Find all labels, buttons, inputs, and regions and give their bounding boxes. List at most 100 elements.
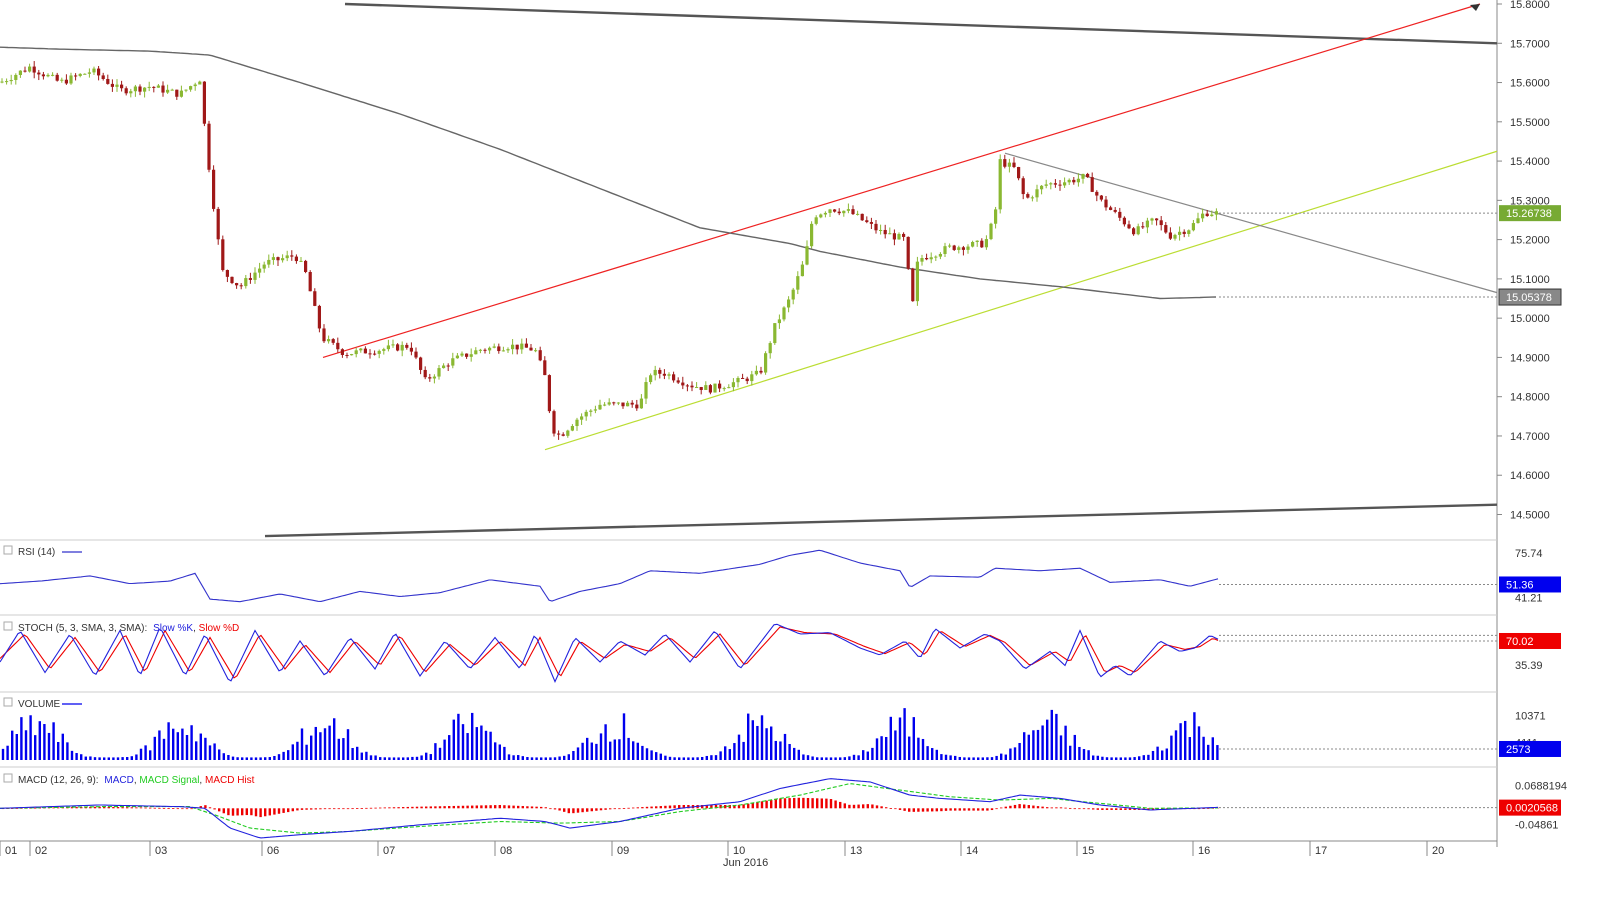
ma-value-badge (1498, 288, 1562, 306)
candle-body (1017, 167, 1021, 179)
volume-bar (300, 728, 304, 760)
macd-hist-bar (415, 806, 419, 809)
candle-body (419, 357, 423, 370)
volume-bar (484, 730, 488, 760)
macd-hist-bar (1046, 807, 1049, 809)
volume-bar (756, 725, 759, 760)
volume-bar (346, 729, 350, 760)
macd-hist-bar (300, 808, 304, 810)
candle-body (754, 370, 758, 375)
candle-body (566, 430, 570, 436)
macd-hist-bar (374, 807, 377, 809)
volume-bar (379, 757, 382, 760)
macd-hist-bar (576, 808, 580, 813)
candle-body (1182, 231, 1186, 234)
candle-body (989, 223, 993, 240)
volume-bar (213, 743, 216, 760)
macd-hist-bar (1092, 808, 1095, 810)
candle-body (1191, 223, 1195, 231)
volume-bar (604, 724, 607, 760)
candle-body (1136, 226, 1140, 235)
macd-hist-bar (986, 808, 989, 811)
volume-bar (917, 737, 920, 760)
candle-body (1090, 177, 1094, 192)
candle-body (681, 382, 685, 386)
candle-body (718, 383, 722, 389)
macd-hist-bar (742, 804, 745, 809)
volume-bar (843, 757, 846, 760)
macd-hist-bar (259, 808, 262, 818)
candle-body (262, 264, 266, 269)
candle-body (828, 209, 832, 213)
candle-body (212, 169, 216, 209)
stoch-d-line (0, 626, 1219, 679)
date-tick-label: 07 (383, 845, 395, 857)
volume-bar (705, 755, 708, 760)
candle-body (78, 73, 82, 76)
macd-legend-signal: MACD Signal (139, 775, 199, 786)
volume-bar (894, 730, 897, 760)
macd-hist-bar (705, 805, 708, 809)
candle-body (699, 387, 703, 390)
macd-hist-bar (664, 805, 667, 809)
macd-hist-bar (995, 808, 998, 810)
volume-bar (107, 757, 110, 760)
volume-bar (701, 756, 704, 760)
macd-hist-bar (1009, 805, 1012, 809)
volume-bar (1027, 734, 1030, 760)
volume-bar (1115, 757, 1118, 760)
macd-hist-bar (820, 798, 823, 809)
volume-bar (29, 715, 32, 760)
volume-bar (121, 757, 124, 760)
volume-bar (696, 757, 699, 760)
rsi-legend: RSI (14) (3, 545, 82, 558)
volume-bar (70, 750, 74, 760)
volume-bar (1064, 725, 1067, 760)
volume-bar (172, 728, 175, 760)
volume-tick-label: 10371 (1515, 711, 1546, 723)
candle-body (161, 85, 165, 93)
macd-hist-bar (862, 804, 865, 809)
candle-body (281, 258, 285, 261)
volume-bar (724, 746, 727, 760)
macd-hist-bar (310, 808, 313, 810)
macd-hist-bar (774, 799, 777, 809)
volume-bar (1128, 757, 1132, 760)
macd-hist-bar (544, 807, 547, 809)
macd-hist-bar (921, 808, 925, 812)
stoch-legend-d: Slow %D (199, 623, 240, 634)
volume-bar (1142, 755, 1145, 760)
macd-hist-bar (802, 797, 805, 809)
candle-body (1095, 191, 1099, 196)
volume-legend-text: VOLUME (18, 699, 61, 710)
volume-bar (595, 743, 598, 760)
volume-bar (687, 757, 690, 760)
macd-hist-bar (1082, 808, 1086, 810)
candle-body (759, 370, 763, 373)
candle-body (584, 411, 588, 417)
macd-hist-bar (314, 808, 317, 810)
macd-hist-bar (434, 806, 437, 809)
candle-body (428, 377, 432, 379)
macd-hist-bar (1110, 808, 1113, 810)
candle-body (506, 349, 510, 351)
macd-hist-bar (70, 807, 74, 809)
macd-hist-bar (903, 808, 906, 811)
candle-body (612, 402, 616, 404)
macd-hist-bar (512, 805, 515, 809)
volume-bar (517, 755, 520, 760)
macd-hist-bar (107, 806, 110, 809)
macd-hist-bar (535, 806, 538, 809)
date-tick-label: 20 (1432, 845, 1444, 857)
macd-hist-bar (567, 808, 570, 814)
candle-body (1012, 162, 1016, 168)
macd-hist-bar (52, 807, 55, 809)
candle-body (322, 328, 326, 342)
macd-hist-bar (80, 806, 83, 809)
candle-body (23, 70, 27, 72)
macd-hist-bar (406, 806, 409, 809)
macd-hist-bar (912, 808, 915, 812)
candle-body (547, 375, 551, 412)
volume-bar (563, 755, 566, 760)
macd-hist-bar (365, 807, 368, 809)
